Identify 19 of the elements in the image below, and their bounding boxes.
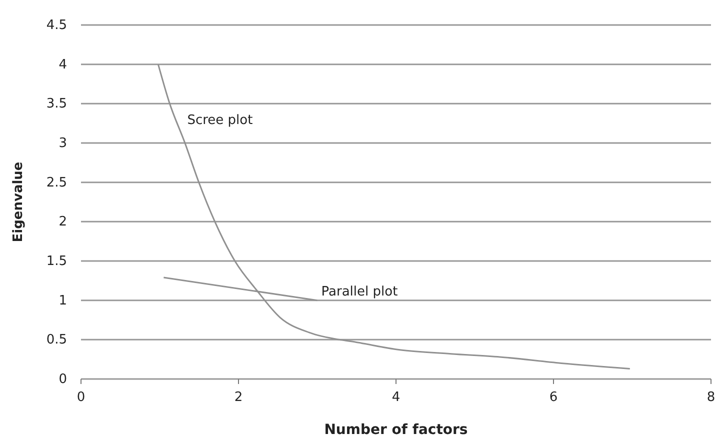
y-tick-label: 4	[58, 57, 67, 72]
x-tick-label: 6	[549, 390, 558, 405]
y-tick-label: 3	[58, 136, 67, 151]
x-tick-label: 2	[234, 390, 243, 405]
series-label: Parallel plot	[321, 284, 398, 300]
y-tick-label: 1	[58, 293, 67, 308]
y-axis-title: Eigenvalue	[11, 162, 26, 242]
y-tick-label: 2.5	[46, 175, 67, 190]
x-tick-label: 4	[392, 390, 400, 405]
series-label: Scree plot	[187, 113, 253, 128]
y-tick-label: 3.5	[46, 96, 67, 112]
y-tick-label: 0	[58, 372, 67, 387]
y-tick-label: 4.5	[46, 18, 67, 33]
y-tick-label: 1.5	[46, 254, 67, 269]
x-tick-label: 0	[76, 390, 86, 405]
x-tick-label: 8	[706, 390, 716, 405]
y-tick-label: 0.5	[46, 332, 67, 348]
y-tick-label: 2	[58, 214, 67, 230]
x-axis-title: Number of factors	[324, 422, 468, 438]
